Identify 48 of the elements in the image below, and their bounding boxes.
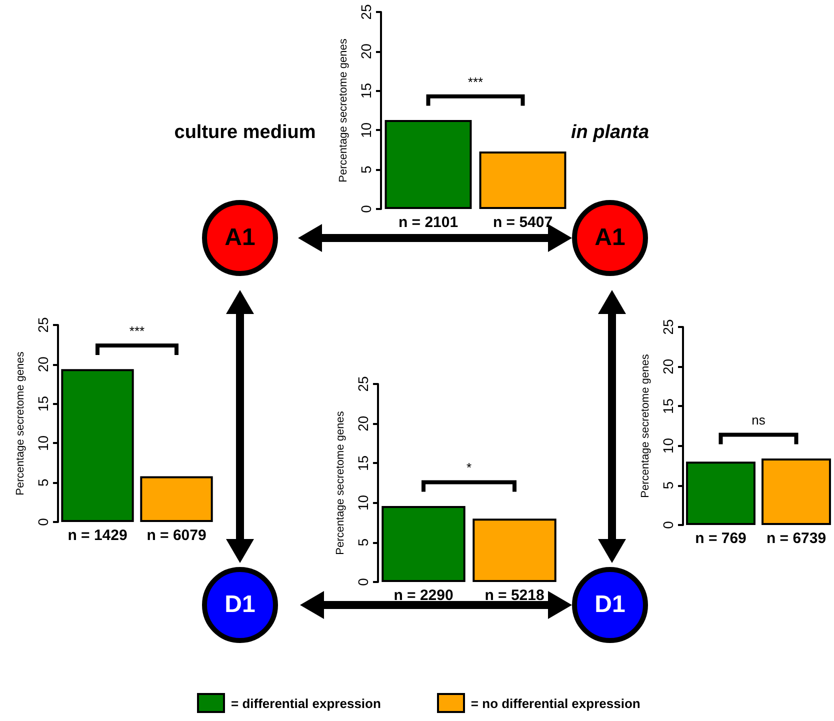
y-tick-label: 5: [358, 166, 374, 174]
x-tick-label: n = 1429: [68, 527, 128, 544]
y-tick-label: 15: [355, 455, 371, 471]
y-tick-label: 25: [355, 376, 371, 392]
x-tick-label: n = 6079: [146, 527, 206, 544]
y-tick-label: 20: [35, 356, 51, 372]
y-tick-label: 25: [35, 317, 51, 333]
text: D1: [594, 591, 626, 619]
x-tick-label: n = 769: [695, 530, 746, 547]
y-tick-label: 25: [358, 4, 374, 20]
text: A1: [224, 224, 256, 252]
legend-label: = no differential expression: [470, 696, 640, 710]
y-tick-label: 20: [355, 416, 371, 432]
y-tick-label: 25: [660, 319, 676, 335]
annotation: *: [466, 460, 472, 476]
text: culture medium: [173, 122, 317, 144]
text: in planta: [570, 122, 650, 144]
y-tick-label: 10: [660, 438, 676, 454]
y-axis-title: Percentage secretome genes: [640, 354, 652, 498]
legend-label: = differential expression: [231, 696, 381, 710]
annotation: ***: [129, 323, 145, 338]
y-tick-label: 5: [660, 481, 676, 490]
x-tick-label: n = 5407: [492, 214, 553, 231]
y-tick-label: 0: [35, 518, 51, 526]
y-tick-label: 20: [660, 358, 676, 374]
text: A1: [594, 224, 626, 252]
annotation: ns: [752, 412, 766, 428]
y-tick-label: 0: [355, 578, 371, 586]
y-axis-title: Percentage secretome genes: [334, 410, 346, 555]
x-tick-label: n = 2290: [394, 587, 454, 604]
y-tick-label: 0: [660, 520, 676, 529]
y-tick-label: 10: [35, 435, 51, 451]
y-axis-title: Percentage secretome genes: [14, 351, 26, 496]
y-tick-label: 15: [35, 396, 51, 412]
x-tick-label: n = 2101: [398, 214, 458, 231]
y-tick-label: 0: [358, 204, 374, 213]
y-tick-label: 10: [358, 122, 374, 138]
x-tick-label: n = 5218: [484, 587, 544, 604]
x-tick-label: n = 6739: [766, 530, 826, 547]
text: D1: [224, 591, 256, 619]
annotation: ***: [468, 74, 484, 90]
y-tick-label: 5: [35, 478, 51, 486]
y-axis-title: Percentage secretome genes: [338, 38, 350, 182]
y-tick-label: 15: [660, 398, 676, 414]
y-tick-label: 5: [355, 538, 371, 546]
y-tick-label: 15: [358, 82, 374, 99]
y-tick-label: 20: [358, 43, 374, 60]
y-tick-label: 10: [355, 494, 371, 511]
